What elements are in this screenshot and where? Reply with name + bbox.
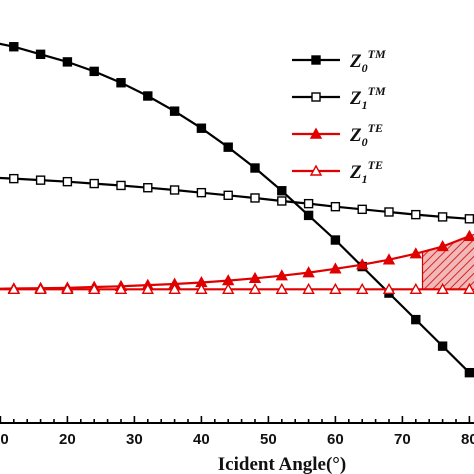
data-point-Z1TE xyxy=(114,282,128,294)
shaded-region xyxy=(421,233,474,290)
data-point-Z0TM xyxy=(250,163,260,173)
series-Z0TM xyxy=(0,42,474,378)
data-point-Z1TM xyxy=(223,190,233,201)
data-point-Z0TE xyxy=(382,253,396,265)
data-point-Z0TM xyxy=(464,367,474,378)
data-point-Z0TM xyxy=(89,66,99,77)
data-point-Z0TM xyxy=(169,106,180,116)
data-point-Z0TE xyxy=(329,262,342,274)
data-point-Z0TE xyxy=(302,266,315,278)
data-point-Z1TM xyxy=(464,214,474,224)
series-line-Z0TE xyxy=(0,235,470,290)
data-point-Z1TM xyxy=(250,193,260,203)
x-tick-label: 80 xyxy=(461,431,474,448)
data-point-Z0TM xyxy=(223,142,233,152)
legend-label: Z0TE xyxy=(349,121,383,149)
legend-marker xyxy=(311,92,321,102)
x-tick-label: 60 xyxy=(327,431,344,448)
series-Z0TE xyxy=(0,229,474,294)
x-tick-label: 50 xyxy=(260,431,277,448)
data-point-Z0TE xyxy=(275,269,288,281)
data-point-Z1TM xyxy=(303,198,314,209)
data-point-Z1TE xyxy=(356,282,369,294)
legend-marker xyxy=(309,164,323,176)
data-point-Z0TM xyxy=(196,123,207,133)
legend: Z0TM Z1TM Z0TE Z1TE xyxy=(292,47,386,186)
data-point-Z0TM xyxy=(303,210,314,221)
legend-entry-Z0TE: Z0TE xyxy=(292,121,383,149)
data-point-Z1TE xyxy=(248,282,262,294)
data-point-Z0TE xyxy=(463,229,474,241)
data-point-Z1TM xyxy=(357,204,367,215)
data-point-Z1TM xyxy=(437,212,448,222)
data-point-Z1TM xyxy=(277,196,287,206)
data-point-Z1TE xyxy=(141,282,154,294)
data-point-Z0TM xyxy=(35,49,46,60)
data-point-Z1TM xyxy=(384,207,394,217)
data-point-Z1TM xyxy=(196,187,207,198)
data-point-Z1TE xyxy=(88,282,101,294)
legend-label: Z1TE xyxy=(349,158,383,186)
data-point-Z0TE xyxy=(409,247,422,259)
data-point-Z1TM xyxy=(35,175,46,185)
data-point-Z1TE xyxy=(34,282,47,294)
data-point-Z1TE xyxy=(436,282,449,294)
data-point-Z0TM xyxy=(277,186,287,196)
data-point-Z1TE xyxy=(463,282,474,294)
x-tick-label: 30 xyxy=(126,431,143,448)
data-point-Z0TM xyxy=(330,235,341,245)
data-point-Z1TM xyxy=(411,209,421,220)
data-point-Z1TE xyxy=(168,282,181,294)
data-point-Z1TE xyxy=(382,282,396,294)
x-tick-label: 40 xyxy=(193,431,210,448)
data-point-Z1TM xyxy=(9,173,19,184)
legend-entry-Z1TM: Z1TM xyxy=(292,84,386,112)
legend-label: Z1TM xyxy=(349,84,386,112)
legend-marker xyxy=(309,127,323,139)
data-point-Z0TM xyxy=(143,91,153,101)
legend-entry-Z0TM: Z0TM xyxy=(292,47,386,75)
data-point-Z1TM xyxy=(143,183,153,193)
data-point-Z0TE xyxy=(436,240,449,252)
data-point-Z1TE xyxy=(302,282,315,294)
data-point-Z1TE xyxy=(409,282,422,294)
series-Z1TE xyxy=(0,282,474,294)
data-point-Z1TM xyxy=(62,176,73,187)
data-point-Z1TE xyxy=(195,282,208,294)
data-point-Z1TE xyxy=(61,282,74,294)
data-point-Z1TM xyxy=(89,178,99,189)
legend-entry-Z1TE: Z1TE xyxy=(292,158,383,186)
data-point-Z1TM xyxy=(169,185,180,195)
x-tick-label: 20 xyxy=(59,431,76,448)
x-axis: 10 20 30 40 50 60 70 80 xyxy=(0,416,474,448)
x-axis-title: Icident Angle(°) xyxy=(218,454,346,474)
data-point-Z0TM xyxy=(437,341,448,351)
series-line-Z0TM xyxy=(0,42,471,374)
legend-marker xyxy=(311,55,321,65)
data-point-Z0TM xyxy=(116,78,126,88)
data-point-Z0TE xyxy=(356,258,369,270)
x-tick-label: 70 xyxy=(394,431,411,448)
data-point-Z1TE xyxy=(275,282,288,294)
series-Z1TM xyxy=(0,173,474,224)
x-tick-label: 10 xyxy=(0,431,9,448)
data-point-Z0TM xyxy=(411,314,421,325)
data-point-Z1TM xyxy=(330,201,341,212)
data-point-Z0TM xyxy=(9,42,19,52)
data-point-Z1TE xyxy=(222,282,235,294)
data-point-Z0TE xyxy=(248,271,262,284)
plot-area xyxy=(0,42,474,378)
data-point-Z1TE xyxy=(329,282,342,294)
legend-label: Z0TM xyxy=(349,47,386,75)
data-point-Z1TE xyxy=(7,282,20,294)
data-point-Z1TM xyxy=(116,180,126,191)
data-point-Z0TM xyxy=(62,57,73,67)
